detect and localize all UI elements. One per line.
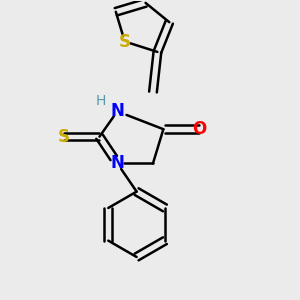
Text: O: O xyxy=(192,120,206,138)
Text: S: S xyxy=(119,32,131,50)
Text: S: S xyxy=(58,128,70,146)
Text: H: H xyxy=(96,94,106,108)
Text: N: N xyxy=(110,102,124,120)
Text: N: N xyxy=(110,154,124,172)
